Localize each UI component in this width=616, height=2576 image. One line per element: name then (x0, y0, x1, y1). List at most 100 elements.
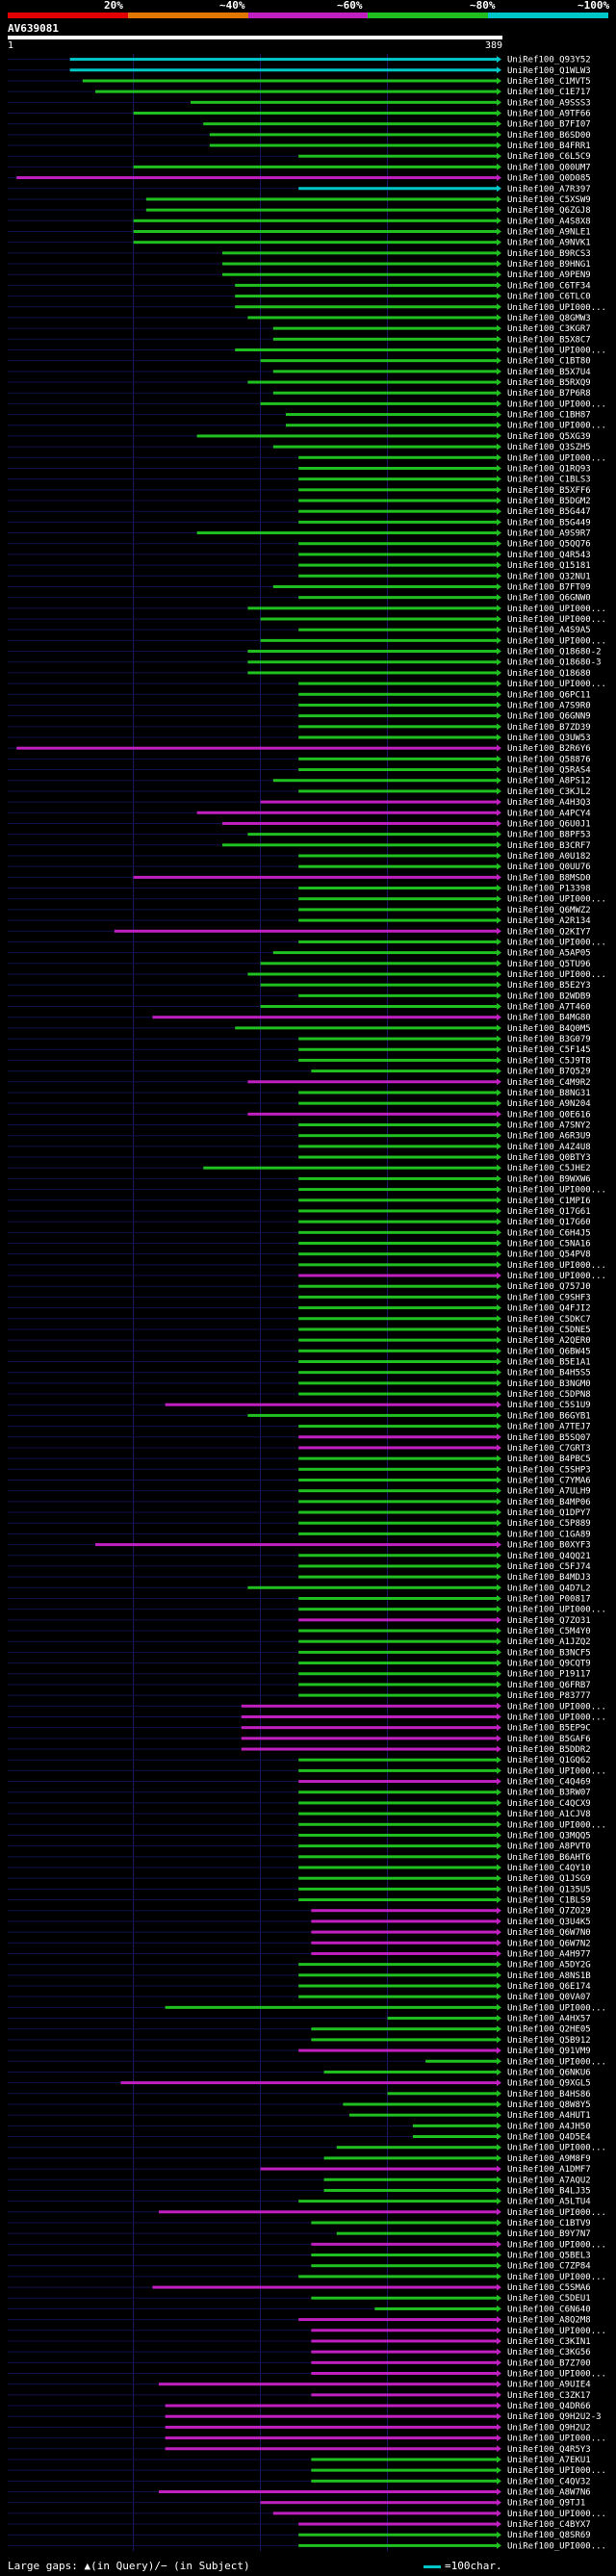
hit-row[interactable]: UniRef100_B7FI07 (8, 120, 591, 130)
hit-row[interactable]: UniRef100_B2R6Y6 (8, 744, 591, 754)
hit-row[interactable]: UniRef100_B5RXQ9 (8, 378, 591, 388)
hit-row[interactable]: UniRef100_A4H977 (8, 1949, 591, 1959)
hit-row[interactable]: UniRef100_Q4FJI2 (8, 1304, 591, 1314)
hit-row[interactable]: UniRef100_Q91VM9 (8, 2047, 591, 2056)
hit-row[interactable]: UniRef100_Q17G60 (8, 1218, 591, 1227)
hit-row[interactable]: UniRef100_B4MG80 (8, 1014, 591, 1023)
hit-row[interactable]: UniRef100_A5DY2G (8, 1961, 591, 1971)
hit-row[interactable]: UniRef100_Q6U0J1 (8, 819, 591, 829)
hit-row[interactable]: UniRef100_C5J9T8 (8, 1056, 591, 1066)
hit-row[interactable]: UniRef100_UPI000... (8, 1261, 606, 1271)
hit-row[interactable]: UniRef100_A8PVT0 (8, 1842, 591, 1852)
hit-row[interactable]: UniRef100_B7P6R8 (8, 389, 591, 399)
hit-row[interactable]: UniRef100_A7R397 (8, 185, 591, 194)
hit-row[interactable]: UniRef100_B8MSD0 (8, 873, 591, 883)
hit-row[interactable]: UniRef100_Q58876 (8, 755, 591, 764)
hit-row[interactable]: UniRef100_UPI000... (8, 680, 606, 689)
hit-row[interactable]: UniRef100_B5SQ07 (8, 1433, 591, 1443)
hit-row[interactable]: UniRef100_C1BT80 (8, 357, 591, 367)
hit-row[interactable]: UniRef100_B9WXW6 (8, 1174, 591, 1184)
hit-row[interactable]: UniRef100_A1JZQ2 (8, 1637, 591, 1647)
hit-row[interactable]: UniRef100_Q6GNN9 (8, 712, 591, 722)
hit-row[interactable]: UniRef100_C5XSW9 (8, 195, 591, 205)
hit-row[interactable]: UniRef100_B4H5S5 (8, 1369, 591, 1378)
hit-row[interactable]: UniRef100_A8Q2M8 (8, 2316, 591, 2326)
hit-row[interactable]: UniRef100_B6SD00 (8, 131, 591, 141)
hit-row[interactable]: UniRef100_Q1JSG9 (8, 1874, 591, 1884)
hit-row[interactable]: UniRef100_Q3UW53 (8, 734, 591, 743)
hit-row[interactable]: UniRef100_UPI000... (8, 938, 606, 947)
hit-row[interactable]: UniRef100_A4H3Q3 (8, 798, 591, 808)
hit-row[interactable]: UniRef100_C4Q469 (8, 1778, 591, 1788)
hit-row[interactable]: UniRef100_UPI000... (8, 2240, 606, 2250)
hit-row[interactable]: UniRef100_Q00UM7 (8, 163, 591, 172)
hit-row[interactable]: UniRef100_UPI000... (8, 2057, 606, 2067)
hit-row[interactable]: UniRef100_Q54PV8 (8, 1250, 591, 1260)
hit-row[interactable]: UniRef100_UPI000... (8, 399, 606, 409)
hit-row[interactable]: UniRef100_A9N204 (8, 1099, 591, 1109)
hit-row[interactable]: UniRef100_Q32NU1 (8, 572, 591, 581)
hit-row[interactable]: UniRef100_Q0BTY3 (8, 1153, 591, 1163)
hit-row[interactable]: UniRef100_A9S9R7 (8, 529, 591, 539)
hit-row[interactable]: UniRef100_UPI000... (8, 453, 606, 463)
hit-row[interactable]: UniRef100_B5X7U4 (8, 368, 591, 377)
hit-row[interactable]: UniRef100_UPI000... (8, 2434, 606, 2444)
hit-row[interactable]: UniRef100_C6N640 (8, 2305, 591, 2314)
hit-row[interactable]: UniRef100_Q1WLW3 (8, 66, 591, 76)
hit-row[interactable]: UniRef100_UPI000... (8, 636, 606, 646)
hit-row[interactable]: UniRef100_Q5RAS4 (8, 766, 591, 776)
hit-row[interactable]: UniRef100_C3ZK17 (8, 2391, 591, 2401)
hit-row[interactable]: UniRef100_C5DNE5 (8, 1326, 591, 1335)
hit-row[interactable]: UniRef100_C6H4J5 (8, 1228, 591, 1238)
hit-row[interactable]: UniRef100_B4Q0M5 (8, 1024, 591, 1034)
hit-row[interactable]: UniRef100_UPI000... (8, 2327, 606, 2336)
hit-row[interactable]: UniRef100_C1MVT5 (8, 77, 591, 87)
hit-row[interactable]: UniRef100_A9NVK1 (8, 239, 591, 248)
hit-row[interactable]: UniRef100_B7Q529 (8, 1068, 591, 1077)
hit-row[interactable]: UniRef100_B3G079 (8, 1035, 591, 1044)
hit-row[interactable]: UniRef100_B2WDB9 (8, 992, 591, 1001)
hit-row[interactable]: UniRef100_Q7ZO29 (8, 1907, 591, 1917)
hit-row[interactable]: UniRef100_UPI000... (8, 2273, 606, 2282)
hit-row[interactable]: UniRef100_UPI000... (8, 422, 606, 431)
hit-row[interactable]: UniRef100_B9RCS3 (8, 249, 591, 259)
hit-row[interactable]: UniRef100_Q0D085 (8, 174, 591, 184)
hit-row[interactable]: UniRef100_Q4DR66 (8, 2402, 591, 2411)
hit-row[interactable]: UniRef100_B5E2Y3 (8, 981, 591, 991)
hit-row[interactable]: UniRef100_A9M8F9 (8, 2154, 591, 2164)
hit-row[interactable]: UniRef100_A1CJV8 (8, 1810, 591, 1819)
hit-row[interactable]: UniRef100_UPI000... (8, 346, 606, 355)
hit-row[interactable]: UniRef100_UPI000... (8, 1713, 606, 1722)
hit-row[interactable]: UniRef100_Q1DPY7 (8, 1508, 591, 1518)
hit-row[interactable]: UniRef100_Q4D7L2 (8, 1584, 591, 1593)
hit-row[interactable]: UniRef100_A9SSS3 (8, 98, 591, 108)
hit-row[interactable]: UniRef100_B5GAF6 (8, 1735, 591, 1744)
hit-row[interactable]: UniRef100_UPI000... (8, 2541, 606, 2551)
hit-row[interactable]: UniRef100_C3KJL2 (8, 787, 591, 797)
hit-row[interactable]: UniRef100_B7Z700 (8, 2358, 591, 2368)
hit-row[interactable]: UniRef100_B7FT09 (8, 582, 591, 592)
hit-row[interactable]: UniRef100_B0XYF3 (8, 1541, 591, 1551)
hit-row[interactable]: UniRef100_UPI000... (8, 970, 606, 980)
hit-row[interactable]: UniRef100_Q6FRB7 (8, 1681, 591, 1690)
hit-row[interactable]: UniRef100_A7EKU1 (8, 2456, 591, 2465)
hit-row[interactable]: UniRef100_B3NCF5 (8, 1648, 591, 1658)
hit-row[interactable]: UniRef100_C7YMA6 (8, 1476, 591, 1485)
hit-row[interactable]: UniRef100_P83777 (8, 1691, 591, 1701)
hit-row[interactable]: UniRef100_A0U182 (8, 852, 591, 862)
hit-row[interactable]: UniRef100_UPI000... (8, 2208, 606, 2218)
hit-row[interactable]: UniRef100_Q6NKU6 (8, 2068, 591, 2077)
hit-row[interactable]: UniRef100_B8NG31 (8, 1089, 591, 1098)
hit-row[interactable]: UniRef100_B8PF53 (8, 831, 591, 840)
hit-row[interactable]: UniRef100_A9NLE1 (8, 227, 591, 237)
hit-row[interactable]: UniRef100_B4FRR1 (8, 142, 591, 151)
hit-row[interactable]: UniRef100_C4QCX9 (8, 1799, 591, 1809)
hit-row[interactable]: UniRef100_B5G447 (8, 507, 591, 517)
hit-row[interactable]: UniRef100_C4QY10 (8, 1864, 591, 1873)
hit-row[interactable]: UniRef100_B5XFF6 (8, 486, 591, 496)
hit-row[interactable]: UniRef100_Q2HE05 (8, 2025, 591, 2035)
hit-row[interactable]: UniRef100_UPI000... (8, 1606, 606, 1615)
hit-row[interactable]: UniRef100_B5E1A1 (8, 1357, 591, 1367)
hit-row[interactable]: UniRef100_Q4R543 (8, 551, 591, 560)
hit-row[interactable]: UniRef100_A6R3U9 (8, 1132, 591, 1142)
